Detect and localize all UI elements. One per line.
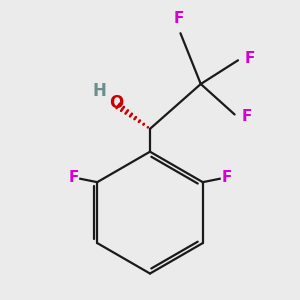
Text: F: F [242,109,252,124]
Text: F: F [68,169,79,184]
Text: F: F [221,169,232,184]
Text: H: H [92,82,106,100]
Text: F: F [245,51,255,66]
Text: O: O [109,94,123,112]
Text: F: F [174,11,184,26]
